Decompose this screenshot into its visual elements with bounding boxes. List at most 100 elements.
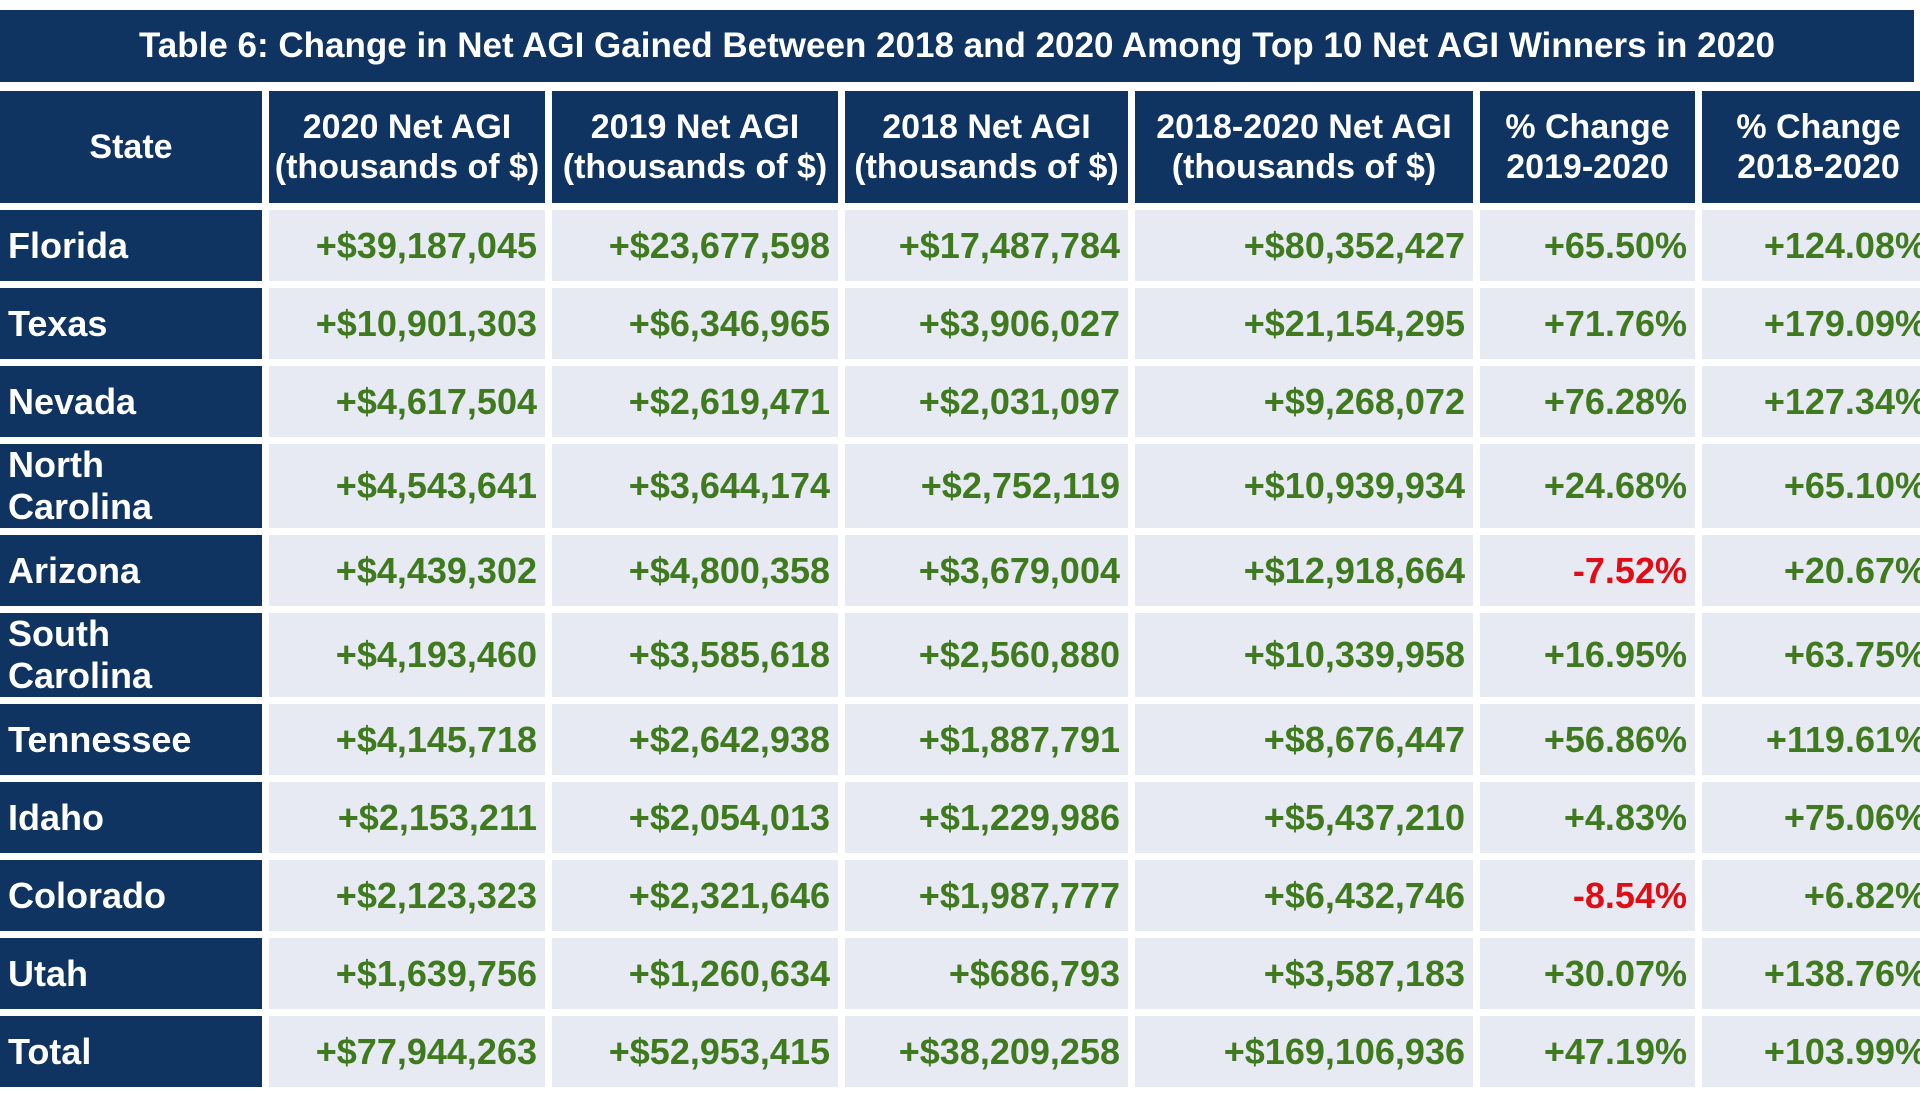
value-cell: +$80,352,427 bbox=[1135, 210, 1473, 281]
table-row: Texas +$10,901,303 +$6,346,965 +$3,906,027 +… bbox=[0, 288, 1920, 359]
value-cell: +$10,939,934 bbox=[1135, 444, 1473, 528]
value-cell: +$23,677,598 bbox=[552, 210, 838, 281]
value-cell: +$10,901,303 bbox=[269, 288, 545, 359]
table-row: South Carolina +$4,193,460 +$3,585,618 +$2,… bbox=[0, 613, 1920, 697]
value-cell: +$8,676,447 bbox=[1135, 704, 1473, 775]
value-cell: +$686,793 bbox=[845, 938, 1128, 1009]
value-cell: +4.83% bbox=[1480, 782, 1695, 853]
value-cell: +$3,587,183 bbox=[1135, 938, 1473, 1009]
column-header-line2: 2019-2020 bbox=[1506, 148, 1669, 186]
data-table: State 2020 Net AGI (thousands of $) 2019 Ne… bbox=[0, 84, 1920, 1094]
table-row: Colorado +$2,123,323 +$2,321,646 +$1,987,77… bbox=[0, 860, 1920, 931]
value-cell: +16.95% bbox=[1480, 613, 1695, 697]
value-cell: +$2,054,013 bbox=[552, 782, 838, 853]
value-cell: +$3,585,618 bbox=[552, 613, 838, 697]
value-cell: +63.75% bbox=[1702, 613, 1920, 697]
column-header: 2018-2020 Net AGI (thousands of $) bbox=[1135, 91, 1473, 203]
table-row: Utah +$1,639,756 +$1,260,634 +$686,793 +$3,5… bbox=[0, 938, 1920, 1009]
column-header-line2: (thousands of $) bbox=[562, 148, 828, 186]
value-cell: +$1,229,986 bbox=[845, 782, 1128, 853]
table-row: North Carolina +$4,543,641 +$3,644,174 +$2,… bbox=[0, 444, 1920, 528]
value-cell: +$4,800,358 bbox=[552, 535, 838, 606]
value-cell: +$2,560,880 bbox=[845, 613, 1128, 697]
value-cell: +127.34% bbox=[1702, 366, 1920, 437]
table-body: Florida +$39,187,045 +$23,677,598 +$17,487,… bbox=[0, 210, 1920, 1087]
value-cell: +56.86% bbox=[1480, 704, 1695, 775]
value-cell: +$4,145,718 bbox=[269, 704, 545, 775]
value-cell: +$4,439,302 bbox=[269, 535, 545, 606]
value-cell: +$1,887,791 bbox=[845, 704, 1128, 775]
column-header-line2: 2018-2020 bbox=[1737, 148, 1900, 186]
value-cell: +71.76% bbox=[1480, 288, 1695, 359]
column-header: 2019 Net AGI (thousands of $) bbox=[552, 91, 838, 203]
column-header-line1: 2019 Net AGI bbox=[590, 108, 800, 146]
value-cell: +65.50% bbox=[1480, 210, 1695, 281]
column-header-line1: State bbox=[89, 128, 173, 166]
column-header-line1: 2020 Net AGI bbox=[302, 108, 512, 146]
state-cell: Colorado bbox=[0, 860, 262, 931]
table-row: Arizona +$4,439,302 +$4,800,358 +$3,679,004… bbox=[0, 535, 1920, 606]
value-cell: -8.54% bbox=[1480, 860, 1695, 931]
value-cell: +$1,260,634 bbox=[552, 938, 838, 1009]
column-header: % Change 2018-2020 bbox=[1702, 91, 1920, 203]
value-cell: +$2,153,211 bbox=[269, 782, 545, 853]
value-cell: +$6,346,965 bbox=[552, 288, 838, 359]
value-cell: +$52,953,415 bbox=[552, 1016, 838, 1087]
column-header: 2018 Net AGI (thousands of $) bbox=[845, 91, 1128, 203]
value-cell: +$3,906,027 bbox=[845, 288, 1128, 359]
column-header-line2: (thousands of $) bbox=[274, 148, 540, 186]
value-cell: +47.19% bbox=[1480, 1016, 1695, 1087]
value-cell: +$2,642,938 bbox=[552, 704, 838, 775]
value-cell: +$4,193,460 bbox=[269, 613, 545, 697]
column-header: 2020 Net AGI (thousands of $) bbox=[269, 91, 545, 203]
total-row: Total +$77,944,263 +$52,953,415 +$38,209,25… bbox=[0, 1016, 1920, 1087]
state-cell: Utah bbox=[0, 938, 262, 1009]
value-cell: +$2,031,097 bbox=[845, 366, 1128, 437]
value-cell: +$4,617,504 bbox=[269, 366, 545, 437]
value-cell: +30.07% bbox=[1480, 938, 1695, 1009]
value-cell: +$21,154,295 bbox=[1135, 288, 1473, 359]
value-cell: +$17,487,784 bbox=[845, 210, 1128, 281]
state-cell: Nevada bbox=[0, 366, 262, 437]
value-cell: +$39,187,045 bbox=[269, 210, 545, 281]
value-cell: +$1,987,777 bbox=[845, 860, 1128, 931]
state-cell: Texas bbox=[0, 288, 262, 359]
table-row: Nevada +$4,617,504 +$2,619,471 +$2,031,097 +… bbox=[0, 366, 1920, 437]
column-header-line1: 2018-2020 Net AGI bbox=[1156, 108, 1452, 146]
table-title: Table 6: Change in Net AGI Gained Betwee… bbox=[0, 10, 1914, 82]
column-header-line2: (thousands of $) bbox=[1171, 148, 1437, 186]
value-cell: +179.09% bbox=[1702, 288, 1920, 359]
table-row: Idaho +$2,153,211 +$2,054,013 +$1,229,986 +$… bbox=[0, 782, 1920, 853]
value-cell: +$3,679,004 bbox=[845, 535, 1128, 606]
value-cell: +$77,944,263 bbox=[269, 1016, 545, 1087]
column-header-line1: 2018 Net AGI bbox=[882, 108, 1091, 146]
column-header-line1: % Change bbox=[1505, 108, 1670, 146]
value-cell: +$9,268,072 bbox=[1135, 366, 1473, 437]
value-cell: +$1,639,756 bbox=[269, 938, 545, 1009]
state-cell: Total bbox=[0, 1016, 262, 1087]
table-row: Tennessee +$4,145,718 +$2,642,938 +$1,887,7… bbox=[0, 704, 1920, 775]
value-cell: +$2,321,646 bbox=[552, 860, 838, 931]
value-cell: +$12,918,664 bbox=[1135, 535, 1473, 606]
column-header-line1: % Change bbox=[1736, 108, 1901, 146]
value-cell: +124.08% bbox=[1702, 210, 1920, 281]
table-row: Florida +$39,187,045 +$23,677,598 +$17,487,… bbox=[0, 210, 1920, 281]
value-cell: -7.52% bbox=[1480, 535, 1695, 606]
state-cell: Florida bbox=[0, 210, 262, 281]
value-cell: +75.06% bbox=[1702, 782, 1920, 853]
value-cell: +20.67% bbox=[1702, 535, 1920, 606]
value-cell: +$4,543,641 bbox=[269, 444, 545, 528]
value-cell: +$10,339,958 bbox=[1135, 613, 1473, 697]
state-cell: Arizona bbox=[0, 535, 262, 606]
state-cell: Idaho bbox=[0, 782, 262, 853]
value-cell: +24.68% bbox=[1480, 444, 1695, 528]
value-cell: +119.61% bbox=[1702, 704, 1920, 775]
value-cell: +$2,619,471 bbox=[552, 366, 838, 437]
column-header: % Change 2019-2020 bbox=[1480, 91, 1695, 203]
value-cell: +$2,123,323 bbox=[269, 860, 545, 931]
header-row: State 2020 Net AGI (thousands of $) 2019 Ne… bbox=[0, 91, 1920, 203]
value-cell: +103.99% bbox=[1702, 1016, 1920, 1087]
column-header: State bbox=[0, 91, 262, 203]
value-cell: +$6,432,746 bbox=[1135, 860, 1473, 931]
